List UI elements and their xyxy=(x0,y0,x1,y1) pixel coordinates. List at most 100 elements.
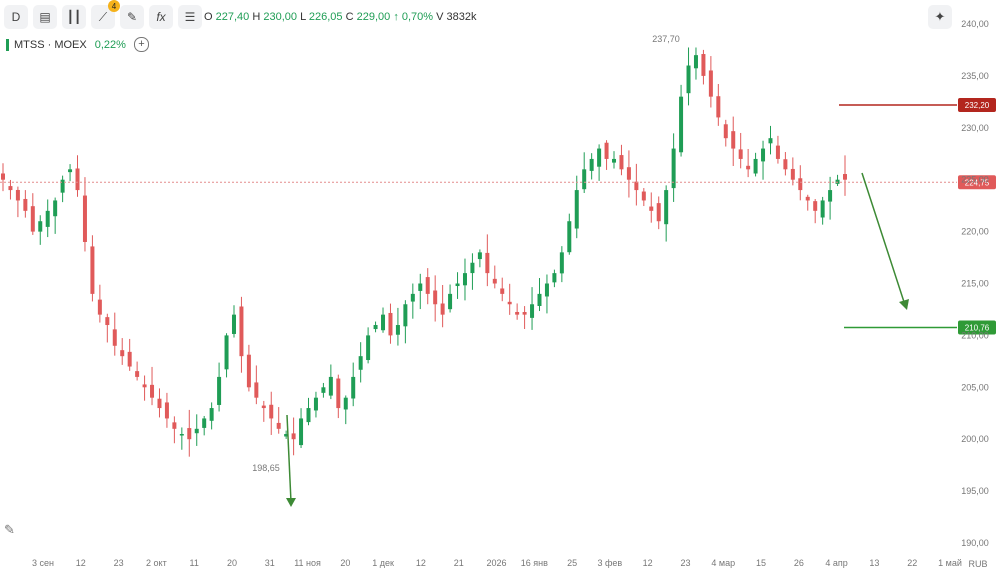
x-tick-label: 4 апр xyxy=(825,558,847,568)
candle-body xyxy=(194,428,199,434)
trend-line-icon: ⟋ xyxy=(98,9,108,24)
candle-body xyxy=(388,312,393,336)
ohlc-high: 230,00 xyxy=(263,11,298,23)
indicators-icon: fx xyxy=(156,10,166,24)
candle-body xyxy=(477,252,482,260)
candle-body xyxy=(254,382,259,398)
candle-body xyxy=(597,148,602,167)
candle-body xyxy=(45,210,50,227)
candle-body xyxy=(164,402,169,419)
candle-body xyxy=(328,376,333,396)
x-tick-label: 12 xyxy=(416,558,426,568)
series-legend[interactable]: MTSS · MOEX 0,22% + xyxy=(6,37,149,52)
candle-body xyxy=(336,378,341,409)
candle-body xyxy=(567,221,572,253)
x-tick-label: 20 xyxy=(340,558,350,568)
candle-body xyxy=(783,159,788,170)
pencil-icon: ✎ xyxy=(126,10,138,24)
candle-body xyxy=(582,169,587,190)
low-annotation: 198,65 xyxy=(252,463,280,473)
series-color-bar xyxy=(6,38,9,51)
candle-body xyxy=(239,306,244,357)
candle-body xyxy=(544,283,549,297)
y-tick-label: 240,00 xyxy=(961,19,989,29)
ticker-label: MTSS · MOEX xyxy=(14,38,87,51)
ohlc-readout: O 227,40 H 230,00 L 226,05 C 229,00 ↑ 0,… xyxy=(204,11,477,23)
candle-body xyxy=(157,398,162,409)
candle-body xyxy=(269,404,274,419)
last-price-tag: 224,75 xyxy=(958,175,996,190)
candle-body xyxy=(775,145,780,159)
candle-body xyxy=(500,288,505,294)
x-tick-label: 11 xyxy=(189,558,198,568)
ruler-icon[interactable]: ✎ xyxy=(4,522,15,537)
candle-body xyxy=(671,148,676,189)
candles-icon: ┃┃ xyxy=(66,10,82,24)
candle-body xyxy=(708,70,713,97)
candle-body xyxy=(723,124,728,139)
y-tick-label: 235,00 xyxy=(961,71,989,81)
candle-body xyxy=(559,252,564,274)
last-price-text: 224,75 xyxy=(965,178,990,187)
indicators-button[interactable]: fx xyxy=(149,5,173,29)
add-series-icon[interactable]: + xyxy=(133,37,149,52)
candle-body xyxy=(418,283,423,291)
chart-type-button[interactable]: ▤ xyxy=(33,5,57,29)
x-tick-label: 15 xyxy=(756,558,766,568)
x-axis: 3 сен 12 23 2 окт 11 20 31 11 ноя 20 1 дек 12 21 202… xyxy=(32,558,962,568)
candle-body xyxy=(522,312,527,315)
candle-body xyxy=(746,165,751,170)
candle-body xyxy=(299,418,304,446)
x-tick-label: 4 мар xyxy=(711,558,735,568)
candles-button[interactable]: ┃┃ xyxy=(62,5,86,29)
candle-body xyxy=(537,293,542,306)
candle-body xyxy=(612,158,617,163)
x-tick-label: 23 xyxy=(114,558,124,568)
candle-body xyxy=(90,246,95,294)
document-icon: ▤ xyxy=(39,10,51,24)
candle-body xyxy=(753,158,758,174)
ohlc-volume-label: V xyxy=(436,11,444,23)
x-tick-label: 11 ноя xyxy=(294,558,321,568)
candle-body xyxy=(410,293,415,302)
candle-body xyxy=(30,206,35,232)
candle-body xyxy=(738,149,743,159)
candle-body xyxy=(448,293,453,310)
ohlc-open-label: O xyxy=(204,11,213,23)
candle-body xyxy=(656,203,661,222)
high-annotation: 237,70 xyxy=(652,34,680,44)
resistance-price-text: 232,20 xyxy=(965,101,990,110)
ohlc-close-label: C xyxy=(345,11,354,23)
x-tick-label: 21 xyxy=(454,558,464,568)
candle-body xyxy=(82,195,87,242)
candle-body xyxy=(395,325,400,335)
candle-body xyxy=(470,262,475,274)
currency-label: RUB xyxy=(968,559,987,569)
x-tick-label: 20 xyxy=(227,558,237,568)
candle-body xyxy=(761,148,766,162)
candle-body xyxy=(731,131,736,149)
target-price-text: 210,76 xyxy=(965,324,990,333)
drawing-tools-button[interactable]: ⟋ 4 xyxy=(91,0,120,29)
candle-body xyxy=(507,301,512,305)
drawing-count-badge: 4 xyxy=(108,0,120,12)
candle-body xyxy=(172,422,177,429)
x-tick-label: 1 май xyxy=(938,558,962,568)
candle-body xyxy=(664,190,669,225)
candle-body xyxy=(716,96,721,118)
candle-body xyxy=(127,351,132,367)
candle-body xyxy=(8,186,13,191)
candle-body xyxy=(187,428,192,440)
settings-button[interactable]: ☰ xyxy=(178,5,202,29)
ai-assistant-button[interactable]: ✦ xyxy=(928,5,952,29)
candle-body xyxy=(843,174,847,180)
ohlc-volume: 3832k xyxy=(446,11,477,23)
resistance-price-tag: 232,20 xyxy=(958,97,996,112)
candle-body xyxy=(343,397,348,410)
pencil-button[interactable]: ✎ xyxy=(120,5,144,29)
interval-button[interactable]: D xyxy=(4,5,28,29)
candle-body xyxy=(403,304,408,327)
sparkle-icon: ✦ xyxy=(934,9,946,24)
candle-body xyxy=(75,168,80,191)
